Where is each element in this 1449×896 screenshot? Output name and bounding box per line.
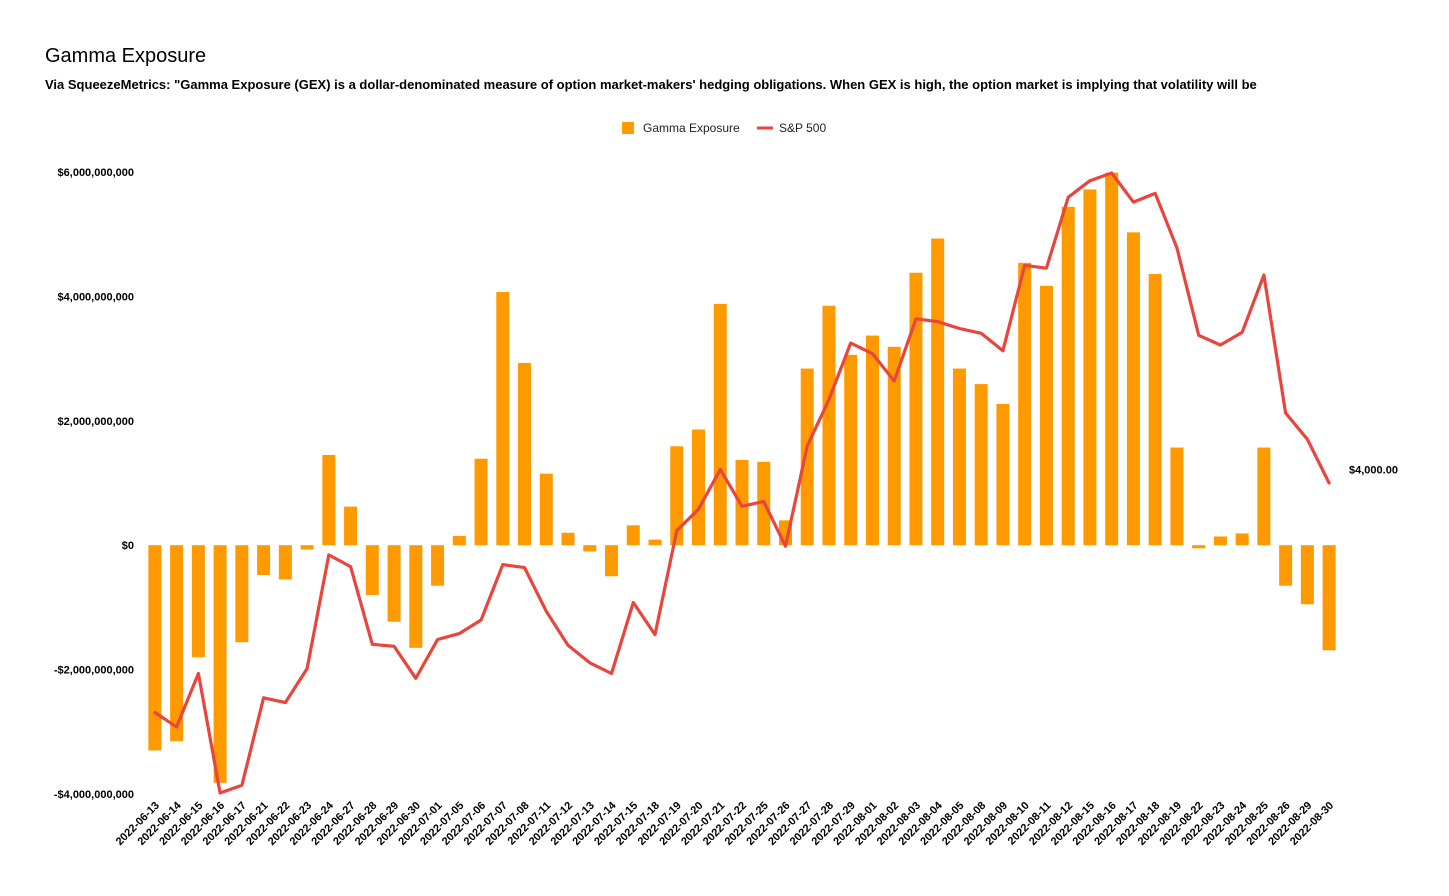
bar-2022-08-24 bbox=[1235, 533, 1249, 546]
bar-2022-08-03 bbox=[909, 272, 923, 546]
y-tick-label: -$2,000,000,000 bbox=[54, 665, 134, 677]
bar-2022-07-21 bbox=[713, 303, 727, 546]
legend-swatch-gamma-exposure bbox=[622, 122, 634, 134]
bar-2022-08-01 bbox=[865, 335, 879, 546]
bar-2022-07-22 bbox=[735, 459, 749, 546]
bar-2022-07-19 bbox=[670, 446, 684, 546]
bar-2022-08-08 bbox=[974, 384, 988, 546]
bar-2022-08-05 bbox=[952, 368, 966, 546]
bar-2022-07-11 bbox=[539, 473, 553, 546]
bar-2022-06-16 bbox=[213, 545, 227, 783]
bar-2022-08-02 bbox=[887, 346, 901, 546]
bar-2022-06-14 bbox=[170, 545, 184, 742]
bar-2022-07-18 bbox=[648, 539, 662, 546]
bar-2022-07-13 bbox=[583, 545, 597, 552]
bar-2022-08-29 bbox=[1300, 545, 1314, 605]
bar-2022-06-22 bbox=[278, 545, 292, 580]
bar-2022-08-30 bbox=[1322, 545, 1336, 651]
bar-2022-08-15 bbox=[1083, 189, 1097, 546]
bar-2022-08-16 bbox=[1105, 172, 1119, 546]
legend-label-gamma-exposure: Gamma Exposure bbox=[643, 121, 740, 135]
bar-2022-07-15 bbox=[626, 525, 640, 546]
bar-2022-08-04 bbox=[931, 238, 945, 546]
y-tick-label: $0 bbox=[122, 540, 134, 552]
line-series-sp500 bbox=[153, 171, 1331, 795]
bar-2022-06-23 bbox=[300, 545, 314, 550]
bar-2022-07-20 bbox=[692, 429, 706, 546]
bar-2022-08-25 bbox=[1257, 447, 1271, 546]
bar-2022-06-30 bbox=[409, 545, 423, 648]
bar-2022-06-24 bbox=[322, 455, 336, 546]
bar-2022-07-07 bbox=[496, 292, 510, 546]
bar-2022-08-09 bbox=[996, 404, 1010, 546]
bar-2022-06-15 bbox=[191, 545, 205, 658]
bar-2022-08-18 bbox=[1148, 274, 1162, 546]
x-axis-ticks: 2022-06-132022-06-142022-06-152022-06-16… bbox=[114, 799, 1337, 848]
bar-2022-08-10 bbox=[1018, 262, 1032, 546]
bar-2022-06-29 bbox=[387, 545, 401, 622]
bar-2022-07-28 bbox=[822, 305, 836, 546]
right-axis-value-label: $4,000.00 bbox=[1349, 464, 1398, 476]
bar-2022-07-06 bbox=[474, 458, 488, 546]
y-tick-label: $2,000,000,000 bbox=[58, 416, 134, 428]
legend-label-sp500: S&P 500 bbox=[779, 121, 826, 135]
bar-2022-06-21 bbox=[257, 545, 271, 576]
right-axis-label: $4,000.00 bbox=[1349, 464, 1398, 476]
legend: Gamma Exposure S&P 500 bbox=[622, 121, 826, 135]
bar-2022-07-01 bbox=[431, 545, 445, 586]
bar-2022-07-08 bbox=[518, 362, 532, 546]
bar-2022-08-26 bbox=[1279, 545, 1293, 586]
y-tick-label: $6,000,000,000 bbox=[58, 167, 134, 179]
bar-2022-08-23 bbox=[1213, 536, 1227, 546]
bar-2022-08-11 bbox=[1039, 285, 1053, 546]
bar-2022-08-22 bbox=[1192, 545, 1206, 549]
bar-2022-07-12 bbox=[561, 532, 575, 546]
chart-title: Gamma Exposure bbox=[45, 45, 207, 67]
bar-2022-06-17 bbox=[235, 545, 249, 643]
bar-2022-07-05 bbox=[452, 535, 466, 546]
bar-series-gamma-exposure bbox=[148, 172, 1336, 783]
bar-2022-08-17 bbox=[1126, 232, 1140, 546]
bar-2022-07-29 bbox=[844, 354, 858, 546]
bar-2022-08-12 bbox=[1061, 206, 1075, 546]
bar-2022-07-14 bbox=[605, 545, 619, 577]
y-axis-ticks: $6,000,000,000 $4,000,000,000 $2,000,000,0… bbox=[54, 167, 134, 801]
y-tick-label: $4,000,000,000 bbox=[58, 291, 134, 303]
sp500-line bbox=[153, 171, 1331, 795]
bar-2022-07-27 bbox=[800, 368, 814, 546]
bar-2022-06-13 bbox=[148, 545, 162, 751]
y-tick-label: -$4,000,000,000 bbox=[54, 789, 134, 801]
chart-subtitle: Via SqueezeMetrics: "Gamma Exposure (GEX… bbox=[45, 77, 1257, 92]
bar-2022-06-28 bbox=[365, 545, 379, 595]
bar-2022-06-27 bbox=[344, 506, 358, 546]
bar-2022-08-19 bbox=[1170, 447, 1184, 546]
